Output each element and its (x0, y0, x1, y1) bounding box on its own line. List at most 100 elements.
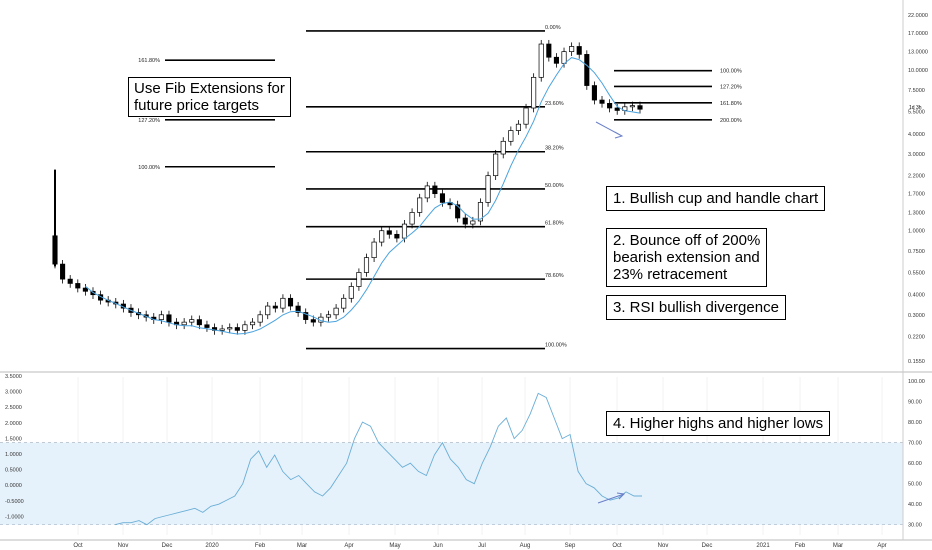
oscillator-left-tick-label: 3.0000 (5, 390, 22, 396)
fib-retracement-label: 100.00% (545, 343, 567, 349)
candle-body (515, 123, 521, 131)
time-tick-label: Oct (612, 543, 622, 549)
candle-body (401, 223, 408, 239)
note-cup-and-handle: 1. Bullish cup and handle chart (606, 186, 826, 211)
candle-body (158, 314, 164, 320)
candle-body (531, 76, 537, 109)
time-tick-label: Dec (702, 543, 713, 549)
price-tick-label: 22.0000 (908, 13, 928, 19)
fib-extension-label: 161.80% (138, 58, 160, 64)
candle-body (196, 319, 202, 326)
fib-extension-label: 127.20% (138, 118, 160, 124)
oscillator-left-tick-label: 0.5000 (5, 468, 22, 474)
candle-body (455, 204, 461, 219)
candle-body (591, 85, 597, 101)
candle-body (348, 286, 354, 299)
oscillator-left-tick-label: 0.0000 (5, 483, 22, 489)
price-tick-label: 0.4000 (908, 293, 925, 299)
candle-body (303, 312, 309, 320)
candle-body (356, 272, 362, 287)
rsi-tick-label: 70.00 (908, 441, 922, 447)
candle-body (287, 297, 294, 307)
moving-average-layer (85, 57, 641, 335)
candle-body (75, 283, 81, 289)
fib-retracement-label: 50.00% (545, 183, 564, 189)
candle-body (82, 287, 88, 292)
time-tick-label: Jun (433, 543, 443, 549)
oscillator-left-tick-label: -0.5000 (5, 499, 24, 505)
candle-body (60, 263, 66, 280)
candle-body (242, 324, 248, 331)
candle-body (386, 230, 392, 235)
price-arrow (595, 121, 624, 139)
time-tick-label: Dec (162, 543, 173, 549)
candle-body (599, 99, 605, 104)
note-higher-highs: 4. Higher highs and higher lows (606, 411, 831, 436)
price-tick-label: 13.0000 (908, 50, 928, 56)
time-tick-label: Jul (478, 543, 486, 549)
candle-body (470, 220, 476, 225)
price-tick-label: 4.0000 (908, 132, 925, 138)
rsi-band-layer (0, 442, 903, 526)
rsi-tick-label: 30.00 (908, 523, 922, 529)
candle-body (546, 43, 552, 58)
price-tick-label: 0.5500 (908, 270, 925, 276)
price-tick-label: 17.0000 (908, 31, 928, 37)
time-tick-label: Nov (118, 543, 129, 549)
price-tick-label: 1.7000 (908, 192, 925, 198)
fib-extension-label: 127.20% (720, 84, 742, 90)
candle-body (607, 102, 613, 109)
candle-body (265, 305, 271, 316)
fib-extension-label: 100.00% (720, 69, 742, 75)
candle-body (538, 43, 544, 78)
rsi-line-layer (114, 392, 642, 526)
fib-extension-label: 100.00% (138, 165, 160, 171)
oscillator-left-tick-label: 2.5000 (5, 405, 22, 411)
fib-retracement-label: 23.60% (545, 101, 564, 107)
candle-body (272, 305, 278, 309)
annotation-arrows (595, 121, 626, 504)
price-tick-label: 0.3000 (908, 313, 925, 319)
fib-retracement-label: 38.20% (545, 146, 564, 152)
candle-body (219, 328, 225, 331)
price-tick-label: 1.0000 (908, 229, 925, 235)
candle-body (561, 51, 567, 64)
candle-body (500, 140, 506, 155)
note-rsi-divergence: 3. RSI bullish divergence (606, 295, 786, 320)
time-tick-label: Mar (297, 543, 307, 549)
price-tick-label: 10.0000 (908, 68, 928, 74)
candle-body (341, 297, 347, 309)
note-bounce: 2. Bounce off of 200% bearish extension … (606, 228, 768, 287)
price-tick-label: 1.3000 (908, 210, 925, 216)
candle-body (569, 46, 575, 53)
time-tick-label: Sep (565, 543, 576, 549)
candle-body (629, 105, 635, 108)
time-tick-label: Apr (877, 543, 886, 549)
rsi-tick-label: 80.00 (908, 420, 922, 426)
price-tick-label: 0.2200 (908, 334, 925, 340)
time-tick-label: Feb (255, 543, 266, 549)
candle-body (67, 278, 73, 284)
rsi-arrow (597, 492, 626, 504)
time-tick-label: 2021 (756, 543, 770, 549)
price-tick-label: 0.1550 (908, 359, 925, 365)
candle-body (424, 185, 430, 199)
candle-body (181, 321, 187, 326)
time-tick-label: Feb (795, 543, 806, 549)
candle-body (553, 56, 559, 64)
candle-body (493, 153, 499, 177)
oscillator-left-tick-label: 1.0000 (5, 452, 22, 458)
time-tick-label: Nov (658, 543, 669, 549)
candle-body (363, 257, 370, 273)
candle-body (249, 321, 256, 326)
candle-body (166, 314, 172, 323)
candle-body (333, 307, 339, 316)
candle-body (576, 46, 582, 55)
candle-body (409, 212, 415, 225)
fib-extension-label: 200.00% (720, 118, 742, 124)
candle-body (508, 130, 514, 142)
candle-body (227, 327, 233, 330)
fib-retracement-label: 61.80% (545, 221, 564, 227)
